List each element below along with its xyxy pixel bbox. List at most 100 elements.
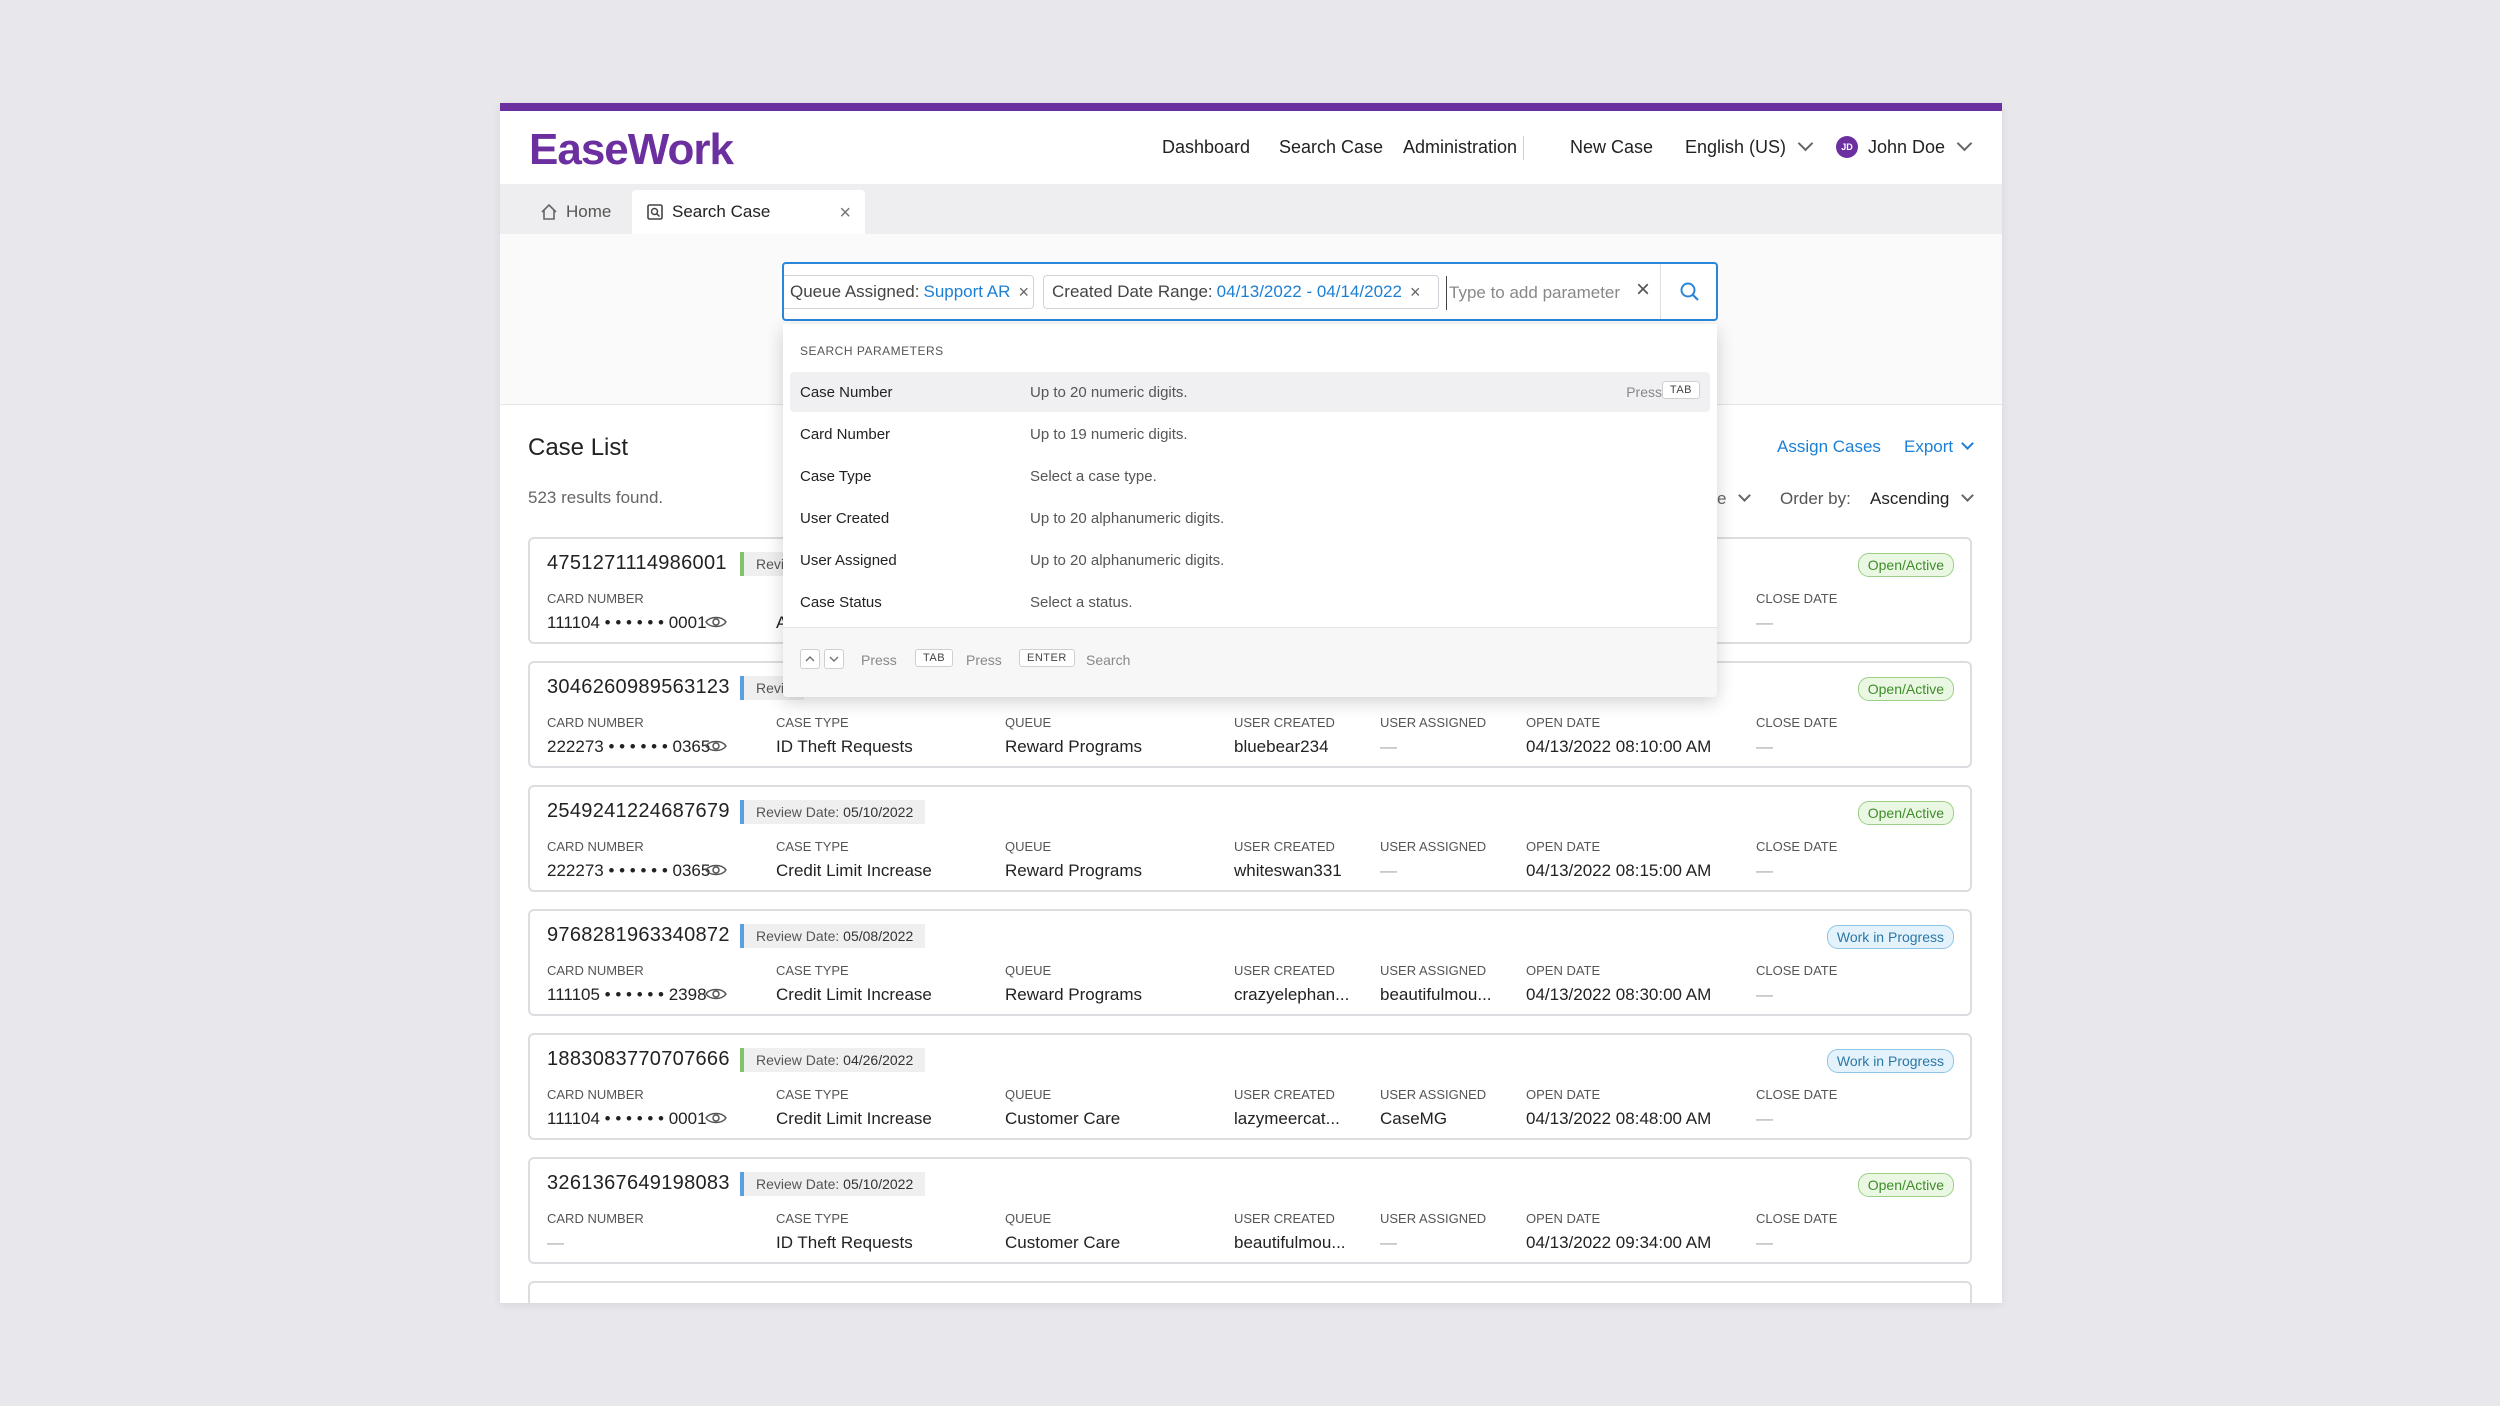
review-date-value: 05/08/2022 (843, 928, 914, 944)
status-badge: Open/Active (1857, 553, 1954, 577)
case-list-title: Case List (528, 434, 629, 461)
open-date: 04/13/2022 08:15:00 AM (1526, 861, 1712, 880)
case-card[interactable] (528, 1281, 1972, 1303)
nav-divider (1523, 136, 1524, 160)
case-card[interactable]: 2549241224687679 Review Date: 05/10/2022… (528, 785, 1972, 892)
review-date-label: Review Date: (756, 1052, 840, 1068)
case-card[interactable]: 3261367649198083 Review Date: 05/10/2022… (528, 1157, 1972, 1264)
case-number[interactable]: 1883083770707666 (547, 1048, 730, 1070)
card-number-label: CARD NUMBER (547, 591, 644, 606)
eye-icon[interactable] (705, 615, 727, 634)
param-case-type[interactable]: Case Type Select a case type. (790, 456, 1710, 496)
chevron-down-icon (1797, 135, 1814, 152)
case-type: Credit Limit Increase (776, 1109, 932, 1128)
case-type-label: CASE TYPE (776, 839, 849, 854)
nav-new-case[interactable]: New Case (1570, 137, 1654, 157)
language-select[interactable]: English (US) (1685, 135, 1814, 158)
press-hint: Press (1626, 384, 1662, 400)
param-user-assigned[interactable]: User Assigned Up to 20 alphanumeric digi… (790, 540, 1710, 580)
case-type: Credit Limit Increase (776, 861, 932, 880)
case-number[interactable]: 3261367649198083 (547, 1172, 730, 1194)
eye-icon[interactable] (705, 987, 727, 1006)
nav-dashboard[interactable]: Dashboard (1162, 137, 1251, 157)
eye-icon[interactable] (705, 739, 727, 758)
eye-icon[interactable] (705, 863, 727, 882)
tab-search-case-label: Search Case (672, 202, 771, 221)
user-assigned-label: USER ASSIGNED (1380, 715, 1487, 730)
user-assigned: beautifulmou... (1380, 985, 1492, 1004)
remove-chip-icon[interactable]: × (1018, 281, 1029, 302)
sort-select[interactable]: e (1717, 489, 1752, 509)
search-parameters-dropdown: SEARCH PARAMETERS Case Number Up to 20 n… (783, 324, 1717, 697)
chip-key: Queue Assigned: (790, 282, 920, 301)
case-card[interactable]: 9768281963340872 Review Date: 05/08/2022… (528, 909, 1972, 1016)
order-select[interactable]: Ascending (1870, 489, 1975, 509)
close-icon[interactable]: × (839, 202, 851, 224)
user-created-label: USER CREATED (1234, 839, 1335, 854)
remove-chip-icon[interactable]: × (1409, 281, 1421, 302)
param-case-number[interactable]: Case Number Up to 20 numeric digits. Pre… (790, 372, 1710, 412)
param-name: Card Number (800, 426, 891, 443)
param-name: Case Number (800, 384, 893, 401)
user-assigned-label: USER ASSIGNED (1380, 1211, 1487, 1226)
enter-key-hint: ENTER (1019, 649, 1075, 667)
param-desc: Select a status. (1030, 594, 1133, 611)
card-number-label: CARD NUMBER (547, 963, 644, 978)
param-desc: Up to 20 alphanumeric digits. (1030, 552, 1225, 569)
card-number-label: CARD NUMBER (547, 839, 644, 854)
case-card[interactable]: 1883083770707666 Review Date: 04/26/2022… (528, 1033, 1972, 1140)
close-date-label: CLOSE DATE (1756, 963, 1838, 978)
user-created-label: USER CREATED (1234, 963, 1335, 978)
app-logo[interactable]: EaseWork (529, 125, 734, 174)
queue: Customer Care (1005, 1233, 1121, 1252)
export-button[interactable]: Export (1904, 437, 1975, 457)
card-number: 222273 • • • • • • 0365 (547, 861, 711, 880)
filter-chip-queue[interactable]: Queue Assigned: Support AR × (784, 275, 1034, 309)
param-name: Case Type (800, 468, 872, 485)
close-date-label: CLOSE DATE (1756, 839, 1838, 854)
filter-chip-date-range[interactable]: Created Date Range: 04/13/2022 - 04/14/2… (1043, 275, 1439, 309)
user-created-label: USER CREATED (1234, 1211, 1335, 1226)
open-date-label: OPEN DATE (1526, 839, 1601, 854)
open-date-label: OPEN DATE (1526, 1087, 1601, 1102)
avatar[interactable]: JD (1836, 136, 1858, 158)
param-user-created[interactable]: User Created Up to 20 alphanumeric digit… (790, 498, 1710, 538)
status-badge: Open/Active (1857, 677, 1954, 701)
tab-home[interactable]: Home (540, 190, 630, 234)
search-button[interactable] (1660, 264, 1716, 319)
case-number[interactable]: 3046260989563123 (547, 676, 730, 698)
tab-key-hint: TAB (915, 649, 954, 667)
close-date: — (1756, 737, 1773, 756)
review-date-badge: Review Date: 04/26/2022 (740, 1048, 926, 1072)
search-input[interactable] (1446, 276, 1631, 310)
nav-search-case[interactable]: Search Case (1279, 137, 1384, 157)
close-date: — (1756, 1233, 1773, 1252)
case-number[interactable]: 4751271114986001 (547, 552, 727, 574)
user-created: lazymeercat... (1234, 1109, 1340, 1128)
nav-administration[interactable]: Administration (1403, 137, 1518, 157)
close-date-label: CLOSE DATE (1756, 715, 1838, 730)
case-number[interactable]: 9768281963340872 (547, 924, 730, 946)
case-number[interactable]: 2549241224687679 (547, 800, 730, 822)
param-desc: Select a case type. (1030, 468, 1157, 485)
header: EaseWork Dashboard Search Case Administr… (500, 111, 2002, 184)
user-menu[interactable]: John Doe (1868, 135, 1973, 158)
arrow-down-key-icon (824, 649, 844, 669)
assign-cases-button[interactable]: Assign Cases (1777, 437, 1881, 456)
case-type: A (776, 613, 788, 632)
eye-icon[interactable] (705, 1111, 727, 1130)
param-card-number[interactable]: Card Number Up to 19 numeric digits. (790, 414, 1710, 454)
param-case-status[interactable]: Case Status Select a status. (790, 582, 1710, 622)
case-type: Credit Limit Increase (776, 985, 932, 1004)
press-hint: Press (966, 652, 1002, 668)
open-date-label: OPEN DATE (1526, 963, 1601, 978)
case-type: ID Theft Requests (776, 1233, 913, 1252)
search-bar[interactable]: Queue Assigned: Support AR × Created Dat… (782, 262, 1718, 321)
status-badge: Open/Active (1857, 801, 1954, 825)
clear-search-icon[interactable]: × (1636, 276, 1651, 303)
close-date: — (1756, 613, 1773, 632)
tab-search-case[interactable]: Search Case × (632, 190, 865, 234)
user-assigned: CaseMG (1380, 1109, 1448, 1128)
open-date: 04/13/2022 08:48:00 AM (1526, 1109, 1712, 1128)
queue: Reward Programs (1005, 985, 1142, 1004)
